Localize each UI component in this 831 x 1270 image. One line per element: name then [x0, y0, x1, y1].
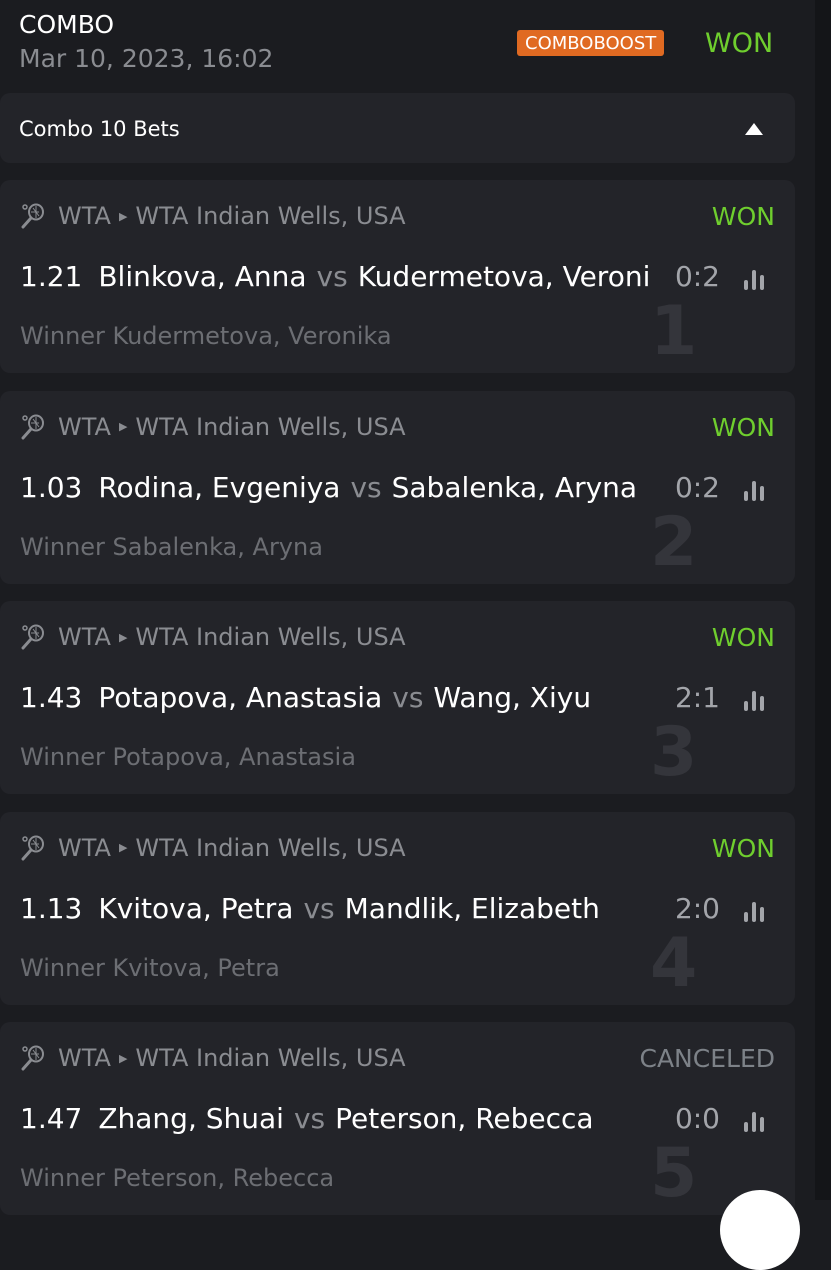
selection-market: Winner Kvitova, Petra — [20, 953, 280, 982]
match-score: 0:2 — [674, 470, 720, 504]
match-row: 1.21 Blinkova, Anna vs Kudermetova, Veronik… — [20, 260, 650, 293]
selection-status: WON — [711, 202, 775, 231]
vs-label: vs — [392, 681, 424, 714]
bet-index: 3 — [650, 713, 698, 792]
sport-category[interactable]: WTA — [58, 202, 111, 230]
tennis-racket-icon — [21, 414, 44, 439]
selection-status: WON — [711, 833, 775, 863]
caret-right-icon: ▶ — [118, 209, 128, 223]
triangle-up-icon — [745, 123, 763, 135]
selection-status: WON — [711, 412, 775, 442]
bet-breadcrumb: WTA ▶ WTA Indian Wells, USA — [20, 1044, 406, 1072]
tournament-name[interactable]: WTA Indian Wells, USA — [135, 1044, 406, 1072]
bet-index: 1 — [650, 292, 698, 371]
stats-icon[interactable] — [744, 689, 764, 711]
match-score: 0:0 — [674, 1102, 720, 1135]
tournament-name[interactable]: WTA Indian Wells, USA — [135, 202, 406, 230]
away-player: Wang, Xiyu — [433, 681, 592, 714]
odds: 1.03 — [20, 470, 83, 504]
tennis-racket-icon — [21, 624, 44, 650]
sport-category[interactable]: WTA — [58, 623, 111, 651]
away-player: Mandlik, Elizabeth — [344, 891, 600, 925]
combo-bets-label: Combo 10 Bets — [19, 117, 180, 141]
odds: 1.13 — [20, 891, 83, 925]
away-player: Peterson, Rebecca — [335, 1102, 594, 1135]
bet-breadcrumb: WTA ▶ WTA Indian Wells, USA — [20, 834, 406, 862]
bet-breadcrumb: WTA ▶ WTA Indian Wells, USA — [20, 623, 406, 651]
caret-right-icon: ▶ — [118, 841, 128, 854]
bet-status: WON — [705, 28, 774, 59]
tournament-name[interactable]: WTA Indian Wells, USA — [135, 412, 406, 441]
selection-market: Winner Potapova, Anastasia — [20, 743, 356, 771]
bet-index: 4 — [650, 923, 698, 1003]
bet-card[interactable]: 4 WTA ▶ WTA Indian Wells, USA WON 1.13 Kv… — [0, 811, 795, 1005]
bet-type-title: COMBO — [19, 10, 115, 39]
vs-label: vs — [303, 891, 335, 925]
stats-icon[interactable] — [744, 268, 764, 290]
home-player: Rodina, Evgeniya — [98, 470, 341, 504]
bet-card[interactable]: 5 WTA ▶ WTA Indian Wells, USA CANCELED 1… — [0, 1022, 795, 1215]
combo-bets-toggle[interactable]: Combo 10 Bets — [0, 93, 795, 163]
home-player: Zhang, Shuai — [98, 1102, 284, 1135]
bet-date: Mar 10, 2023, 16:02 — [19, 44, 274, 73]
caret-right-icon: ▶ — [118, 1051, 128, 1065]
caret-right-icon: ▶ — [118, 630, 128, 644]
selection-market: Winner Peterson, Rebecca — [20, 1164, 335, 1192]
bet-card[interactable]: 3 WTA ▶ WTA Indian Wells, USA WON 1.43 Po… — [0, 601, 795, 794]
home-player: Kvitova, Petra — [98, 891, 294, 925]
tennis-racket-icon — [21, 1045, 44, 1071]
match-row: 1.47 Zhang, Shuai vs Peterson, Rebecca — [20, 1102, 650, 1135]
odds: 1.43 — [20, 681, 83, 714]
match-row: 1.43 Potapova, Anastasia vs Wang, Xiyu — [20, 681, 650, 714]
home-player: Potapova, Anastasia — [98, 681, 383, 714]
bet-card[interactable]: 2 WTA ▶ WTA Indian Wells, USA WON 1.03 Ro… — [0, 390, 795, 584]
vs-label: vs — [293, 1102, 326, 1135]
stats-icon[interactable] — [744, 900, 764, 922]
stats-icon[interactable] — [744, 479, 764, 501]
tournament-name[interactable]: WTA Indian Wells, USA — [135, 623, 406, 651]
match-row: 1.13 Kvitova, Petra vs Mandlik, Elizabeth — [20, 892, 650, 925]
comboboost-badge: COMBOBOOST — [517, 30, 665, 56]
away-player: Kudermetova, Veronika — [357, 260, 650, 293]
selection-status: WON — [711, 623, 775, 652]
bet-index: 2 — [650, 502, 698, 582]
bet-breadcrumb: WTA ▶ WTA Indian Wells, USA — [20, 202, 406, 230]
selection-status: CANCELED — [639, 1044, 776, 1073]
scrollbar-track — [815, 0, 831, 1200]
bet-index: 5 — [650, 1134, 698, 1213]
odds: 1.47 — [20, 1102, 83, 1135]
bet-breadcrumb: WTA ▶ WTA Indian Wells, USA — [20, 413, 406, 441]
vs-label: vs — [350, 470, 382, 504]
floating-action-button[interactable] — [720, 1190, 800, 1270]
sport-category[interactable]: WTA — [58, 1044, 111, 1072]
tennis-racket-icon — [21, 203, 44, 229]
selection-market: Winner Kudermetova, Veronika — [20, 322, 392, 350]
tennis-racket-icon — [21, 835, 44, 860]
bet-card[interactable]: 1 WTA ▶ WTA Indian Wells, USA WON 1.21 Bl… — [0, 180, 795, 373]
sport-category[interactable]: WTA — [58, 833, 111, 862]
match-score: 2:0 — [674, 891, 720, 925]
match-score: 0:2 — [674, 260, 720, 293]
sport-category[interactable]: WTA — [58, 412, 111, 441]
match-row: 1.03 Rodina, Evgeniya vs Sabalenka, Aryna — [20, 471, 650, 504]
tournament-name[interactable]: WTA Indian Wells, USA — [135, 833, 406, 862]
selection-market: Winner Sabalenka, Aryna — [20, 532, 323, 561]
match-score: 2:1 — [674, 681, 720, 714]
odds: 1.21 — [20, 260, 83, 293]
away-player: Sabalenka, Aryna — [391, 470, 638, 504]
vs-label: vs — [316, 260, 348, 293]
caret-right-icon: ▶ — [118, 420, 128, 433]
home-player: Blinkova, Anna — [98, 260, 307, 293]
stats-icon[interactable] — [744, 1110, 764, 1132]
